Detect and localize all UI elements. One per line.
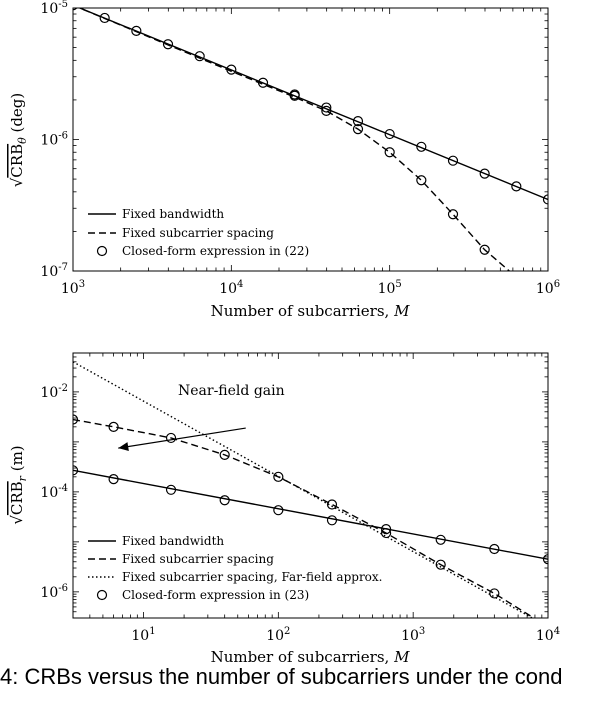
top-x-tick-label: 104 xyxy=(219,279,243,297)
bottom-x-tick-label: 104 xyxy=(536,626,560,644)
figure-caption: 4: CRBs versus the number of subcarriers… xyxy=(0,664,563,689)
bottom-marker-closed-form-expression-in-23 xyxy=(73,414,79,425)
bottom-line-fixed-subcarrier-spacing xyxy=(73,418,536,618)
top-series-group xyxy=(73,8,548,271)
bottom-series-group xyxy=(73,361,548,618)
top-marker-closed-form-expression-in-22 xyxy=(162,39,174,50)
top-marker-closed-form-expression-in-22 xyxy=(289,89,300,100)
bottom-marker-closed-form-expression-in-23 xyxy=(381,527,392,539)
legend-label: Fixed subcarrier spacing xyxy=(122,226,274,240)
range-crb-chart: 101 102 103 104 10-6 10-4 10-2 Number of subca… xyxy=(8,352,560,664)
top-marker-closed-form-expression-in-22 xyxy=(384,147,395,158)
bottom-plot-marks xyxy=(73,361,548,618)
bottom-y-axis-label: √CRBr (m) xyxy=(8,445,29,524)
legend-label: Fixed bandwidth xyxy=(122,207,224,221)
top-marker-closed-form-expression-in-22 xyxy=(257,77,269,88)
top-marker-closed-form-expression-in-22 xyxy=(479,244,490,255)
top-y-axis-label: √CRBθ (deg) xyxy=(8,93,29,188)
near-field-gain-annotation: Near-field gain xyxy=(178,383,285,399)
top-x-tick-label: 103 xyxy=(61,279,85,297)
bottom-line-fixed-subcarrier-spacing-far-field-approx xyxy=(73,361,534,618)
bottom-marker-closed-form-expression-in-23 xyxy=(165,432,177,444)
top-marker-closed-form-expression-in-22 xyxy=(131,25,142,36)
top-marker-closed-form-expression-in-22 xyxy=(321,102,332,113)
bottom-legend: Fixed bandwidth Fixed subcarrier spacing… xyxy=(88,534,382,602)
top-y-tick-label: 10-5 xyxy=(40,0,68,17)
bottom-x-tick-label: 102 xyxy=(266,626,290,644)
top-marker-closed-form-expression-in-22 xyxy=(321,105,332,117)
legend-circle-swatch xyxy=(96,245,108,257)
top-axis-ticks: 103 104 105 106 10-7 10-6 10-5 xyxy=(40,0,560,297)
bottom-marker-closed-form-expression-in-23 xyxy=(542,554,548,565)
bottom-marker-closed-form-expression-in-23 xyxy=(435,559,446,570)
top-marker-closed-form-expression-in-22 xyxy=(352,116,364,127)
top-marker-closed-form-expression-in-22 xyxy=(542,194,548,205)
bottom-marker-closed-form-expression-in-23 xyxy=(219,449,230,460)
bottom-marker-closed-form-expression-in-23 xyxy=(273,505,284,516)
theta-crb-chart: 103 104 105 106 10-7 10-6 10-5 Number of subca… xyxy=(8,0,560,320)
bottom-axis-ticks: 101 102 103 104 10-6 10-4 10-2 xyxy=(40,352,560,644)
top-marker-closed-form-expression-in-22 xyxy=(447,209,459,220)
bottom-marker-closed-form-expression-in-23 xyxy=(326,499,338,510)
bottom-x-axis-label: Number of subcarriers, M xyxy=(211,648,411,664)
top-line-fixed-bandwidth xyxy=(77,8,548,201)
top-y-tick-label: 10-6 xyxy=(40,131,68,149)
bottom-y-tick-label: 10-4 xyxy=(40,483,68,501)
legend-label: Fixed subcarrier spacing, Far-field appr… xyxy=(122,570,382,584)
bottom-marker-closed-form-expression-in-23 xyxy=(108,474,119,485)
top-marker-closed-form-expression-in-22 xyxy=(447,155,459,166)
top-marker-closed-form-expression-in-22 xyxy=(479,168,490,179)
bottom-marker-closed-form-expression-in-23 xyxy=(489,588,500,599)
bottom-plot-frame xyxy=(72,352,549,619)
bottom-marker-closed-form-expression-in-23 xyxy=(273,471,284,482)
top-marker-closed-form-expression-in-22 xyxy=(384,128,395,140)
top-marker-closed-form-expression-in-22 xyxy=(194,51,205,62)
top-marker-closed-form-expression-in-22 xyxy=(226,64,237,75)
bottom-marker-closed-form-expression-in-23 xyxy=(165,484,177,495)
bottom-marker-closed-form-expression-in-23 xyxy=(219,495,230,506)
top-x-tick-label: 106 xyxy=(536,279,560,297)
top-line-fixed-subcarrier-spacing xyxy=(77,8,511,271)
bottom-x-tick-label: 101 xyxy=(131,626,155,644)
legend-label: Closed-form expression in (23) xyxy=(122,588,309,602)
bottom-marker-closed-form-expression-in-23 xyxy=(73,465,79,476)
legend-label: Fixed bandwidth xyxy=(122,534,224,548)
bottom-marker-closed-form-expression-in-23 xyxy=(489,543,500,555)
bottom-y-tick-label: 10-6 xyxy=(40,583,68,601)
legend-circle-swatch xyxy=(96,589,108,601)
top-marker-closed-form-expression-in-22 xyxy=(511,181,522,192)
figure-canvas: 103 104 105 106 10-7 10-6 10-5 Number of subca… xyxy=(8,0,560,664)
top-x-tick-label: 105 xyxy=(378,279,402,297)
bottom-x-tick-label: 103 xyxy=(401,626,425,644)
top-x-axis-label: Number of subcarriers, M xyxy=(211,302,411,320)
top-marker-closed-form-expression-in-22 xyxy=(416,175,427,186)
bottom-marker-closed-form-expression-in-23 xyxy=(108,421,119,432)
top-marker-closed-form-expression-in-22 xyxy=(352,123,364,135)
top-plot-marks xyxy=(73,8,548,271)
top-marker-closed-form-expression-in-22 xyxy=(99,12,110,24)
bottom-marker-closed-form-expression-in-23 xyxy=(326,515,338,526)
legend-label: Fixed subcarrier spacing xyxy=(122,552,274,566)
bottom-marker-closed-form-expression-in-23 xyxy=(381,524,392,535)
annotation-arrow-head xyxy=(118,442,129,452)
annotation-arrow-line xyxy=(118,427,246,449)
bottom-y-tick-label: 10-2 xyxy=(40,383,68,401)
bottom-line-fixed-bandwidth xyxy=(73,469,548,560)
top-y-tick-label: 10-7 xyxy=(40,262,68,280)
legend-label: Closed-form expression in (22) xyxy=(122,244,309,258)
bottom-marker-closed-form-expression-in-23 xyxy=(435,534,446,545)
top-legend: Fixed bandwidth Fixed subcarrier spacing… xyxy=(88,207,309,258)
top-marker-closed-form-expression-in-22 xyxy=(416,141,427,152)
